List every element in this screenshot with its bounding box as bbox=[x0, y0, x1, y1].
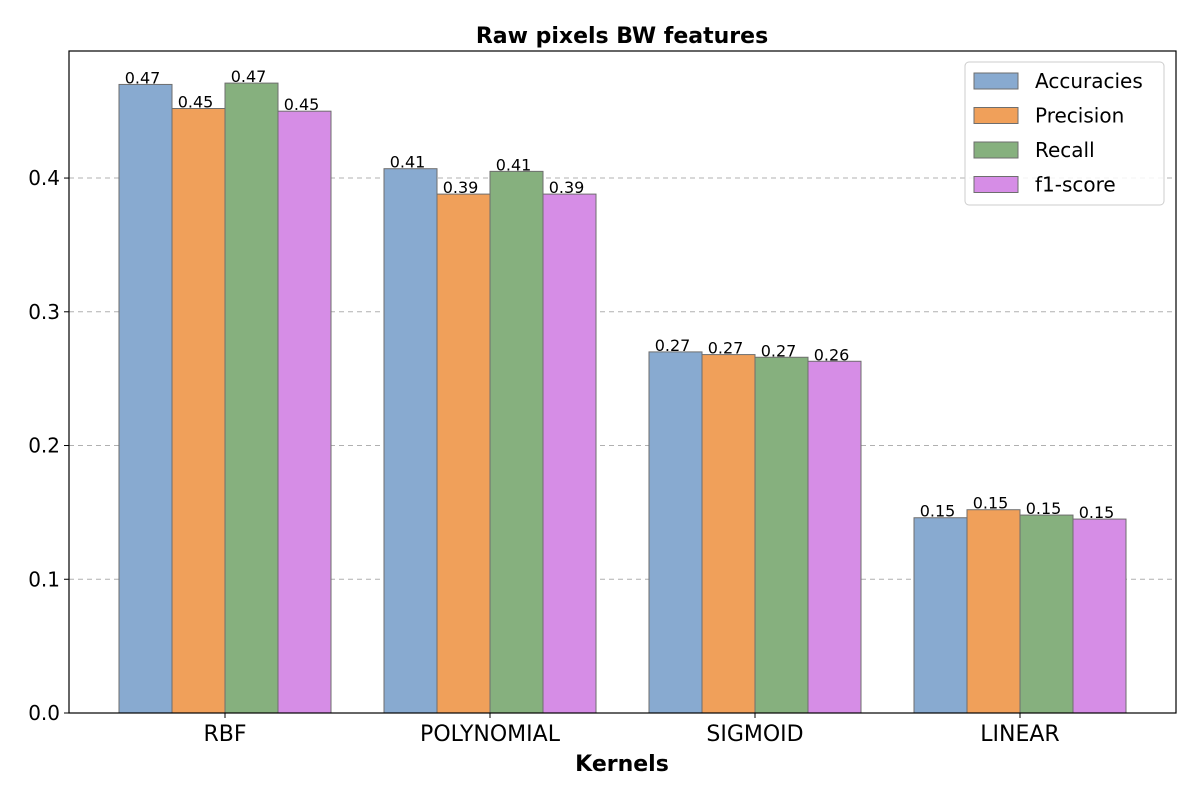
data-label: 0.39 bbox=[549, 178, 585, 197]
y-tick-label: 0.1 bbox=[28, 567, 60, 591]
bar bbox=[118, 83, 173, 714]
bar bbox=[1072, 518, 1127, 714]
x-axis-ticks: RBF POLYNOMIAL SIGMOID LINEAR bbox=[203, 713, 1060, 747]
data-label: 0.15 bbox=[1079, 503, 1115, 522]
data-label: 0.41 bbox=[496, 155, 532, 174]
data-label: 0.47 bbox=[125, 68, 161, 87]
bar bbox=[966, 509, 1021, 714]
bar bbox=[383, 168, 438, 714]
x-tick-label: RBF bbox=[203, 722, 246, 747]
data-label: 0.27 bbox=[655, 336, 691, 355]
bars bbox=[118, 82, 1127, 714]
bar bbox=[436, 193, 491, 714]
data-labels: 0.47 0.45 0.47 0.45 0.41 0.39 0.41 0.39 0.27 0.27… bbox=[125, 67, 1115, 522]
bar bbox=[807, 360, 862, 714]
bar bbox=[913, 517, 968, 714]
y-axis-ticks: 0.0 0.1 0.2 0.3 0.4 bbox=[28, 166, 69, 725]
chart-title: Raw pixels BW features bbox=[476, 24, 768, 49]
data-label: 0.27 bbox=[708, 339, 744, 358]
legend-label: Accuracies bbox=[1035, 69, 1143, 93]
data-label: 0.15 bbox=[973, 494, 1009, 513]
data-label: 0.45 bbox=[284, 95, 320, 114]
bar bbox=[277, 110, 332, 714]
legend-box bbox=[964, 61, 1165, 206]
legend-swatch bbox=[973, 141, 1019, 159]
legend: Accuracies Precision Recall f1-score bbox=[964, 61, 1165, 206]
x-tick-label: POLYNOMIAL bbox=[420, 722, 561, 747]
x-tick-label: SIGMOID bbox=[706, 722, 803, 747]
bar bbox=[648, 351, 703, 714]
plot-frame bbox=[68, 50, 1177, 714]
x-tick-label: LINEAR bbox=[980, 722, 1059, 747]
legend-label: f1-score bbox=[1035, 173, 1116, 197]
bar bbox=[224, 82, 279, 714]
legend-swatch bbox=[973, 176, 1019, 193]
bar bbox=[701, 354, 756, 714]
bar bbox=[489, 170, 544, 714]
legend-label: Recall bbox=[1035, 138, 1095, 162]
data-label: 0.27 bbox=[761, 341, 797, 360]
data-label: 0.26 bbox=[814, 345, 850, 364]
bar bbox=[542, 193, 597, 714]
y-tick-label: 0.2 bbox=[28, 434, 60, 458]
bar bbox=[754, 356, 809, 714]
data-label: 0.15 bbox=[1026, 499, 1062, 518]
data-label: 0.39 bbox=[443, 178, 479, 197]
bar bbox=[171, 108, 226, 714]
y-tick-label: 0.4 bbox=[28, 166, 60, 190]
data-label: 0.45 bbox=[178, 93, 214, 112]
x-axis-label: Kernels bbox=[575, 752, 669, 777]
y-tick-label: 0.3 bbox=[28, 300, 60, 324]
bar bbox=[1019, 514, 1074, 714]
legend-swatch bbox=[973, 72, 1019, 90]
y-tick-label: 0.0 bbox=[28, 701, 60, 725]
data-label: 0.15 bbox=[920, 502, 956, 521]
data-label: 0.41 bbox=[390, 153, 426, 172]
data-label: 0.47 bbox=[231, 67, 267, 86]
legend-swatch bbox=[973, 107, 1019, 124]
legend-label: Precision bbox=[1035, 104, 1124, 128]
